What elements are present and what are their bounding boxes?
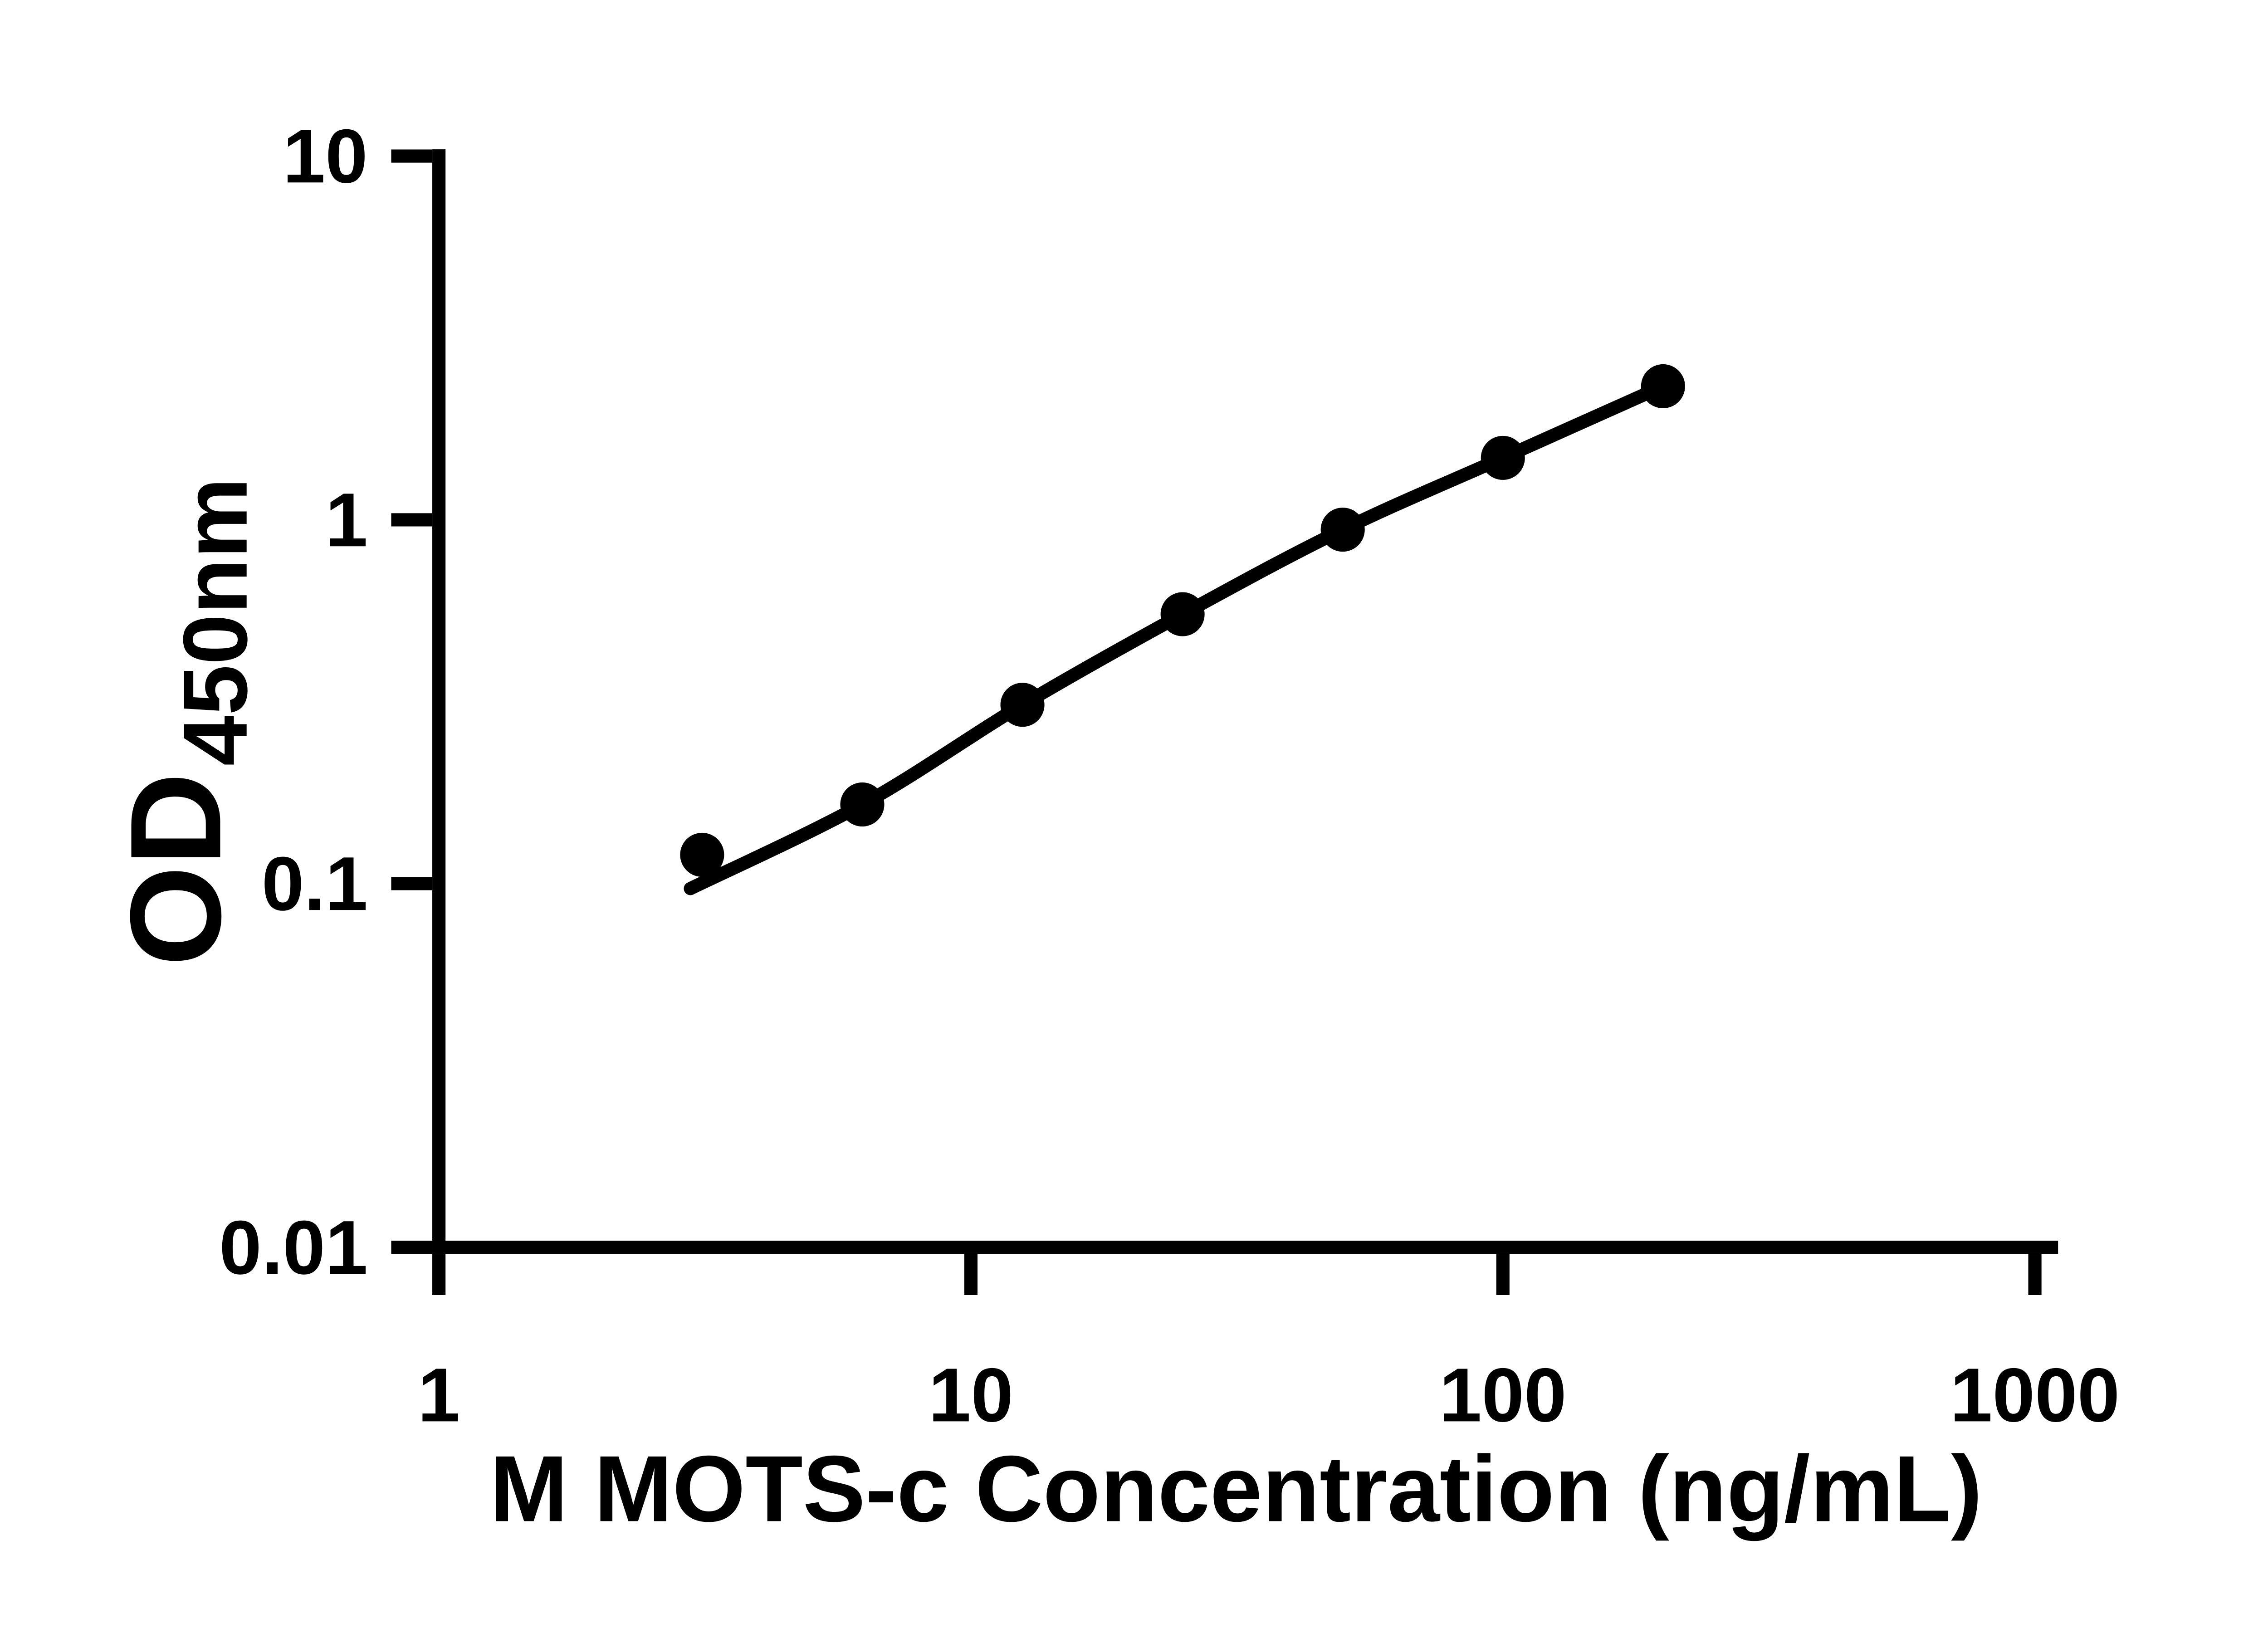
x-axis: 1 10 100 1000 [418, 1241, 2120, 1437]
data-point-marker [1000, 683, 1045, 727]
data-point-marker [1641, 364, 1685, 408]
x-tick-label: 100 [1439, 1352, 1567, 1437]
data-point-marker [1160, 592, 1205, 636]
y-axis-title-main: OD [103, 772, 248, 966]
y-tick-label: 0.1 [262, 841, 368, 926]
data-points [680, 364, 1685, 877]
y-axis-title: OD 450nm [103, 478, 266, 966]
data-point-marker [680, 832, 724, 877]
x-axis-title: M MOTS-c Concentration (ng/mL) [490, 1436, 1983, 1541]
y-tick-label: 10 [283, 113, 368, 199]
x-tick-label: 1000 [1950, 1352, 2120, 1437]
data-point-marker [1481, 435, 1525, 480]
data-point-marker [1320, 508, 1365, 552]
y-tick-label: 1 [325, 477, 368, 562]
x-tick-label: 10 [929, 1352, 1013, 1437]
y-tick-label: 0.01 [219, 1205, 368, 1290]
x-tick-label: 1 [418, 1352, 460, 1437]
y-axis-title-subscript: 450nm [164, 478, 266, 766]
y-axis: 10 1 0.1 0.01 [219, 113, 446, 1290]
data-point-marker [840, 782, 885, 827]
